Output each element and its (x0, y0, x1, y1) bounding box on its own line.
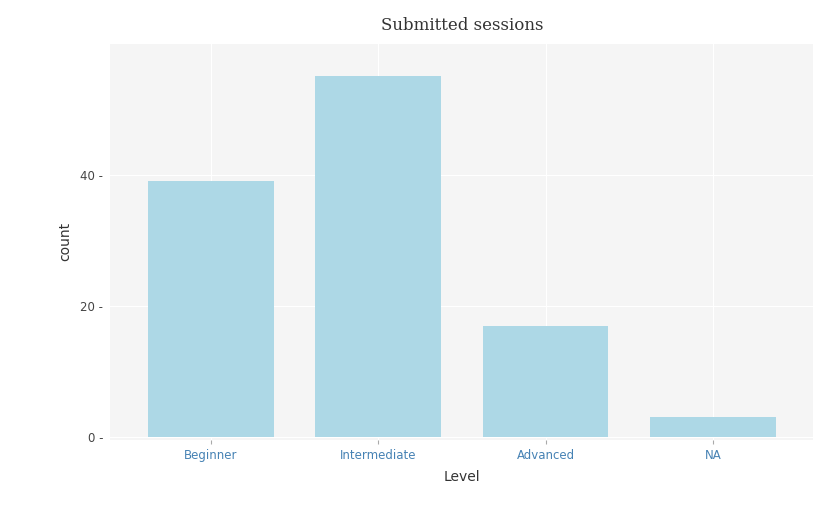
Bar (650, 417, 776, 437)
Bar (148, 181, 274, 437)
X-axis label: Level: Level (443, 470, 481, 484)
Y-axis label: count: count (58, 222, 72, 261)
Bar (483, 326, 608, 437)
Title: Submitted sessions: Submitted sessions (381, 17, 543, 34)
Bar (315, 76, 441, 437)
